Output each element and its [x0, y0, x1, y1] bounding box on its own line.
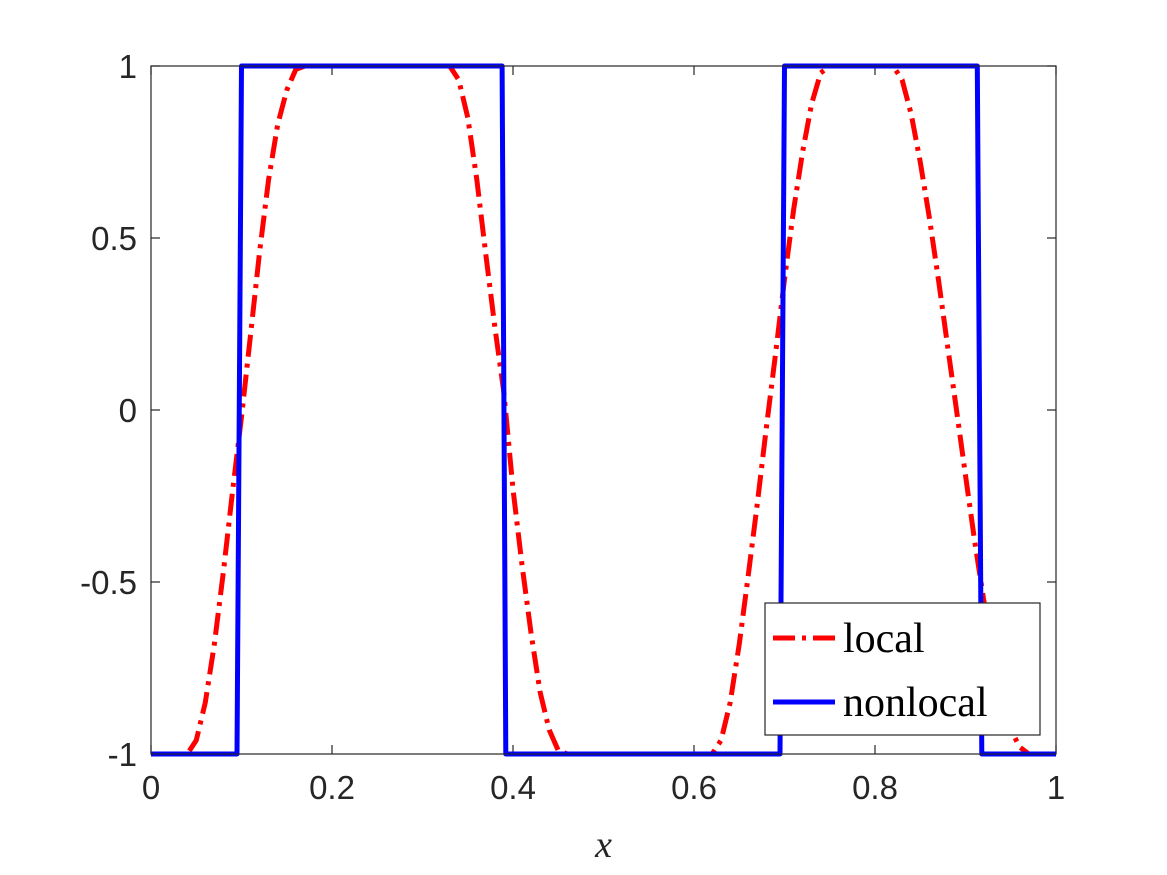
y-tick-label: 0 [119, 392, 137, 429]
axes-box [150, 65, 1057, 755]
x-tick-label: 0.8 [852, 769, 898, 806]
y-tick-label: -1 [108, 736, 137, 773]
x-tick-label: 0.2 [309, 769, 355, 806]
x-tick-label: 0.4 [490, 769, 536, 806]
y-tick-labels: -1 -0.5 0 0.5 1 [80, 48, 137, 773]
y-tick-label: 1 [119, 48, 137, 85]
legend-label-local: local [843, 616, 925, 662]
x-axis-title: x [594, 824, 612, 866]
y-tick-label: 0.5 [91, 220, 137, 257]
series-line-local [151, 63, 1056, 757]
legend: local nonlocal [764, 602, 1041, 736]
x-tick-label: 0 [142, 769, 160, 806]
legend-label-nonlocal: nonlocal [843, 680, 988, 726]
y-tick-label: -0.5 [80, 564, 137, 601]
x-tick-label: 0.6 [671, 769, 717, 806]
x-tick-labels: 0 0.2 0.4 0.6 0.8 1 [142, 769, 1065, 806]
x-tick-label: 1 [1047, 769, 1065, 806]
legend-box [764, 602, 1041, 736]
